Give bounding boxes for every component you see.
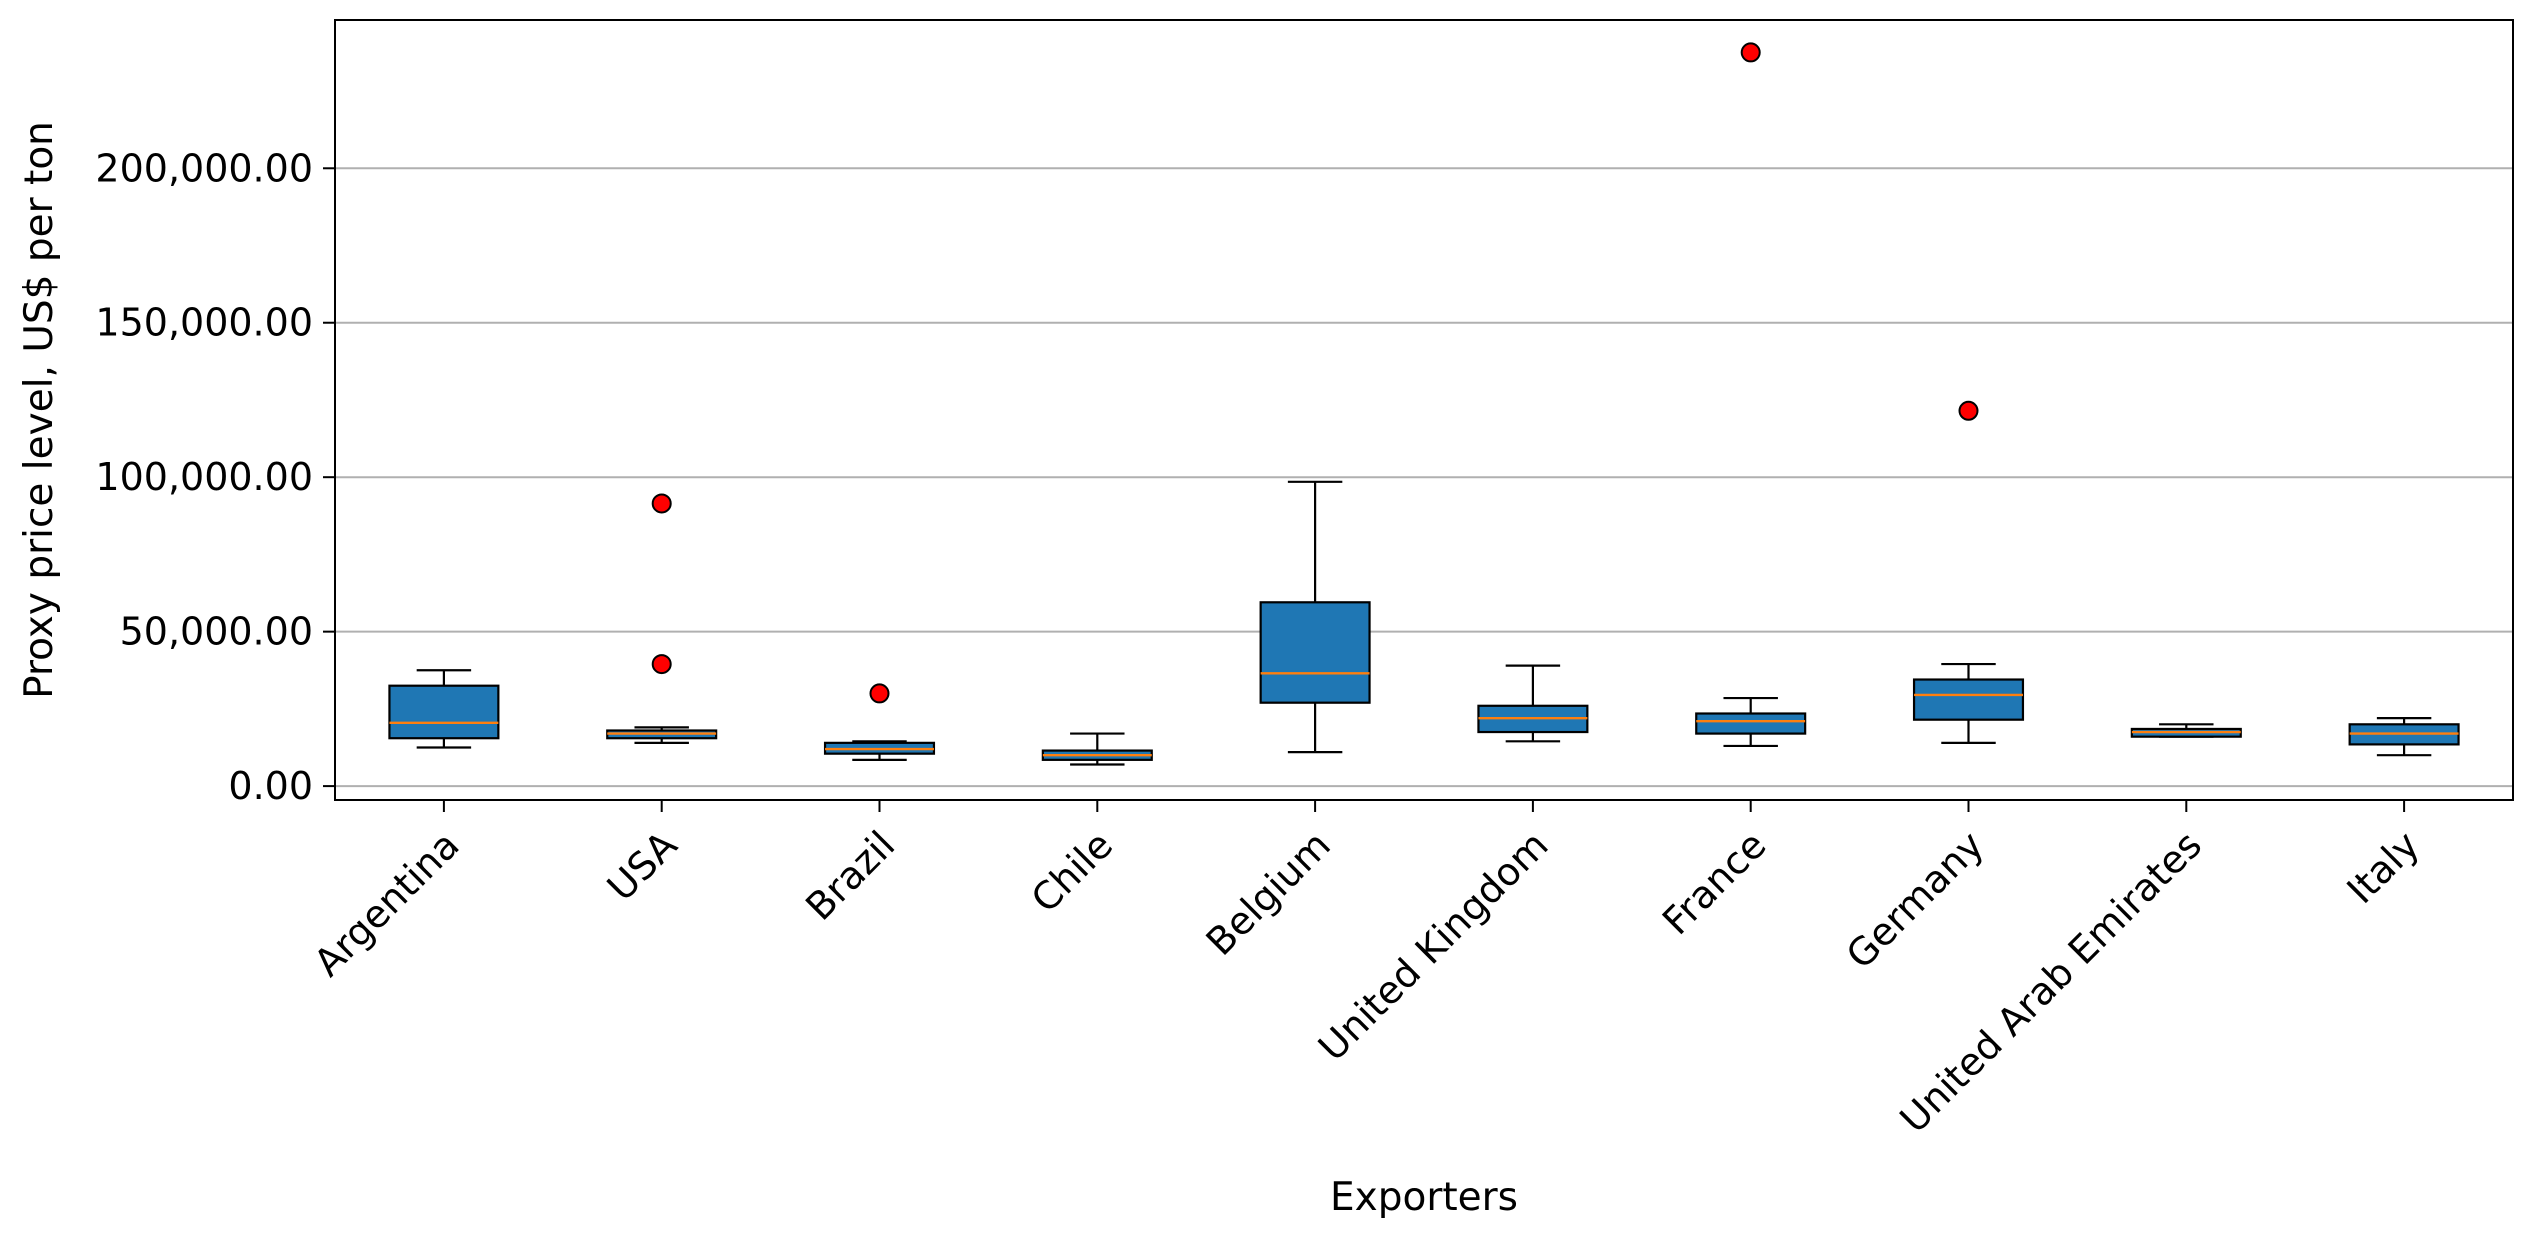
y-tick-label: 50,000.00 xyxy=(120,610,313,654)
box-usa xyxy=(606,493,718,744)
outlier-point xyxy=(651,493,672,514)
plot-area-frame xyxy=(334,19,2514,801)
box-france xyxy=(1695,42,1807,748)
x-tick-label: United Kingdom xyxy=(1310,823,1557,1070)
box-argentina xyxy=(388,669,500,749)
outlier-point xyxy=(1740,42,1761,63)
box-united-arab-emirates xyxy=(2130,723,2242,738)
boxes xyxy=(388,42,2460,766)
outlier-point xyxy=(651,654,672,675)
x-tick-label: USA xyxy=(599,823,686,910)
box-belgium xyxy=(1259,480,1371,754)
iqr-box xyxy=(1912,678,2025,721)
box-brazil xyxy=(823,683,936,761)
iqr-box xyxy=(388,684,500,740)
box-germany xyxy=(1912,400,2025,744)
x-tick-label: Germany xyxy=(1838,823,1993,978)
y-tick-label: 100,000.00 xyxy=(95,455,313,499)
y-tick-label: 200,000.00 xyxy=(95,146,313,190)
y-axis-title: Proxy price level, US$ per ton xyxy=(17,121,62,699)
x-tick-label: Belgium xyxy=(1198,823,1339,964)
outlier-point xyxy=(1958,400,1979,421)
iqr-box xyxy=(1695,712,1807,735)
x-tick-label: France xyxy=(1654,823,1774,943)
x-tick-label: Italy xyxy=(2339,823,2428,912)
y-axis: 0.00 50,000.00 100,000.00 150,000.00 200,000… xyxy=(95,146,335,808)
y-tick-label: 150,000.00 xyxy=(95,301,313,345)
x-tick-label: Argentina xyxy=(306,823,468,985)
box-italy xyxy=(2348,717,2460,757)
iqr-box xyxy=(1259,601,1371,704)
x-axis-title: Exporters xyxy=(1330,1175,1518,1220)
x-tick-label: Brazil xyxy=(797,823,903,929)
box-united-kingdom xyxy=(1477,664,1589,743)
y-gridlines xyxy=(335,167,2513,788)
outlier-point xyxy=(869,683,890,704)
x-tick-label: Chile xyxy=(1023,823,1121,921)
box-chile xyxy=(1041,732,1153,766)
y-tick-label: 0.00 xyxy=(228,764,313,808)
